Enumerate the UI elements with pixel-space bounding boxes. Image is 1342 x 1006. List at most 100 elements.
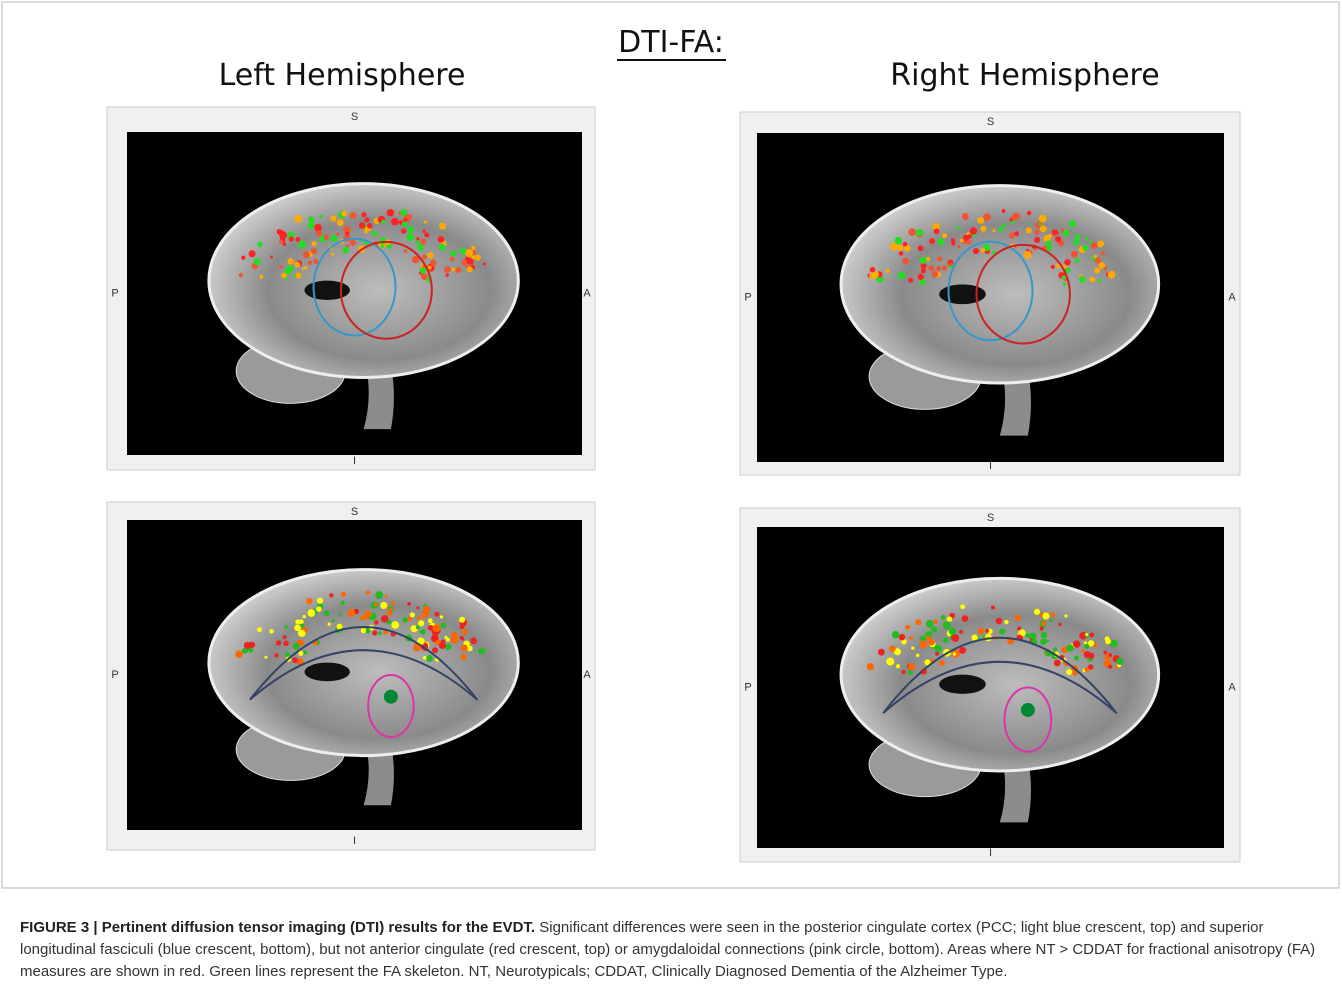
activation-blob [1052,229,1058,235]
activation-blob [895,237,902,244]
activation-blob [428,618,433,623]
activation-blob [908,278,913,283]
activation-blob [407,602,411,606]
activation-blob [905,625,910,630]
activation-blob [977,217,984,224]
activation-blob [402,617,407,622]
activation-blob [1040,627,1044,631]
activation-blob [899,634,906,641]
activation-blob [380,602,387,609]
activation-blob [257,242,263,248]
activation-blob [284,625,287,628]
orientation-label: S [351,111,358,123]
activation-blob [899,251,904,256]
activation-blob [366,591,370,595]
activation-blob [440,615,443,618]
activation-blob [1040,225,1047,232]
activation-blob [936,266,941,271]
activation-blob [1098,279,1102,283]
activation-blob [1035,224,1039,228]
activation-blob [949,263,953,267]
activation-blob [316,231,322,237]
activation-blob [916,229,923,236]
activation-blob [406,233,414,241]
activation-blob [350,212,357,219]
activation-blob [1105,638,1111,644]
activation-blob [467,258,474,265]
brain [209,570,518,756]
activation-blob [314,224,322,232]
activation-blob [1051,265,1055,269]
activation-blob [992,229,995,232]
activation-blob [929,238,935,244]
activation-blob [306,598,312,604]
left-heading: Left Hemisphere [219,58,466,93]
activation-blob [1017,626,1021,630]
activation-blob [300,624,304,628]
activation-blob [920,279,926,285]
activation-blob [878,649,885,656]
activation-blob [1108,271,1116,279]
activation-blob [283,641,288,646]
activation-blob [1063,282,1067,286]
activation-blob [1108,653,1112,657]
orientation-label: A [1228,681,1236,693]
activation-blob [1015,615,1021,621]
activation-blob [1084,644,1089,649]
activation-blob [885,269,890,274]
activation-blob [471,255,475,259]
activation-blob [381,220,385,224]
orientation-label: A [583,287,591,299]
activation-blob [296,237,301,242]
activation-blob [257,627,262,632]
activation-blob [951,242,955,246]
activation-blob [295,272,301,278]
activation-blob [303,251,310,258]
activation-blob [317,598,323,604]
activation-blob [422,230,425,233]
activation-blob [391,621,399,629]
activation-blob [402,221,408,227]
activation-blob [445,644,452,651]
activation-blob [308,216,315,223]
activation-blob [926,620,934,628]
activation-blob [1110,640,1118,648]
orientation-label: P [111,287,118,299]
activation-blob [303,651,307,655]
activation-blob [908,663,915,670]
activation-blob [1090,277,1096,283]
activation-blob [1069,220,1076,227]
activation-blob [293,643,300,650]
activation-blob [941,615,946,620]
activation-blob [996,618,1003,625]
activation-blob [319,215,323,219]
activation-blob [415,240,419,244]
activation-blob [991,606,995,610]
activation-blob [1064,614,1067,617]
activation-blob [337,219,344,226]
activation-blob [307,609,315,617]
activation-blob [420,267,426,273]
activation-blob [947,616,952,621]
activation-blob [294,262,300,268]
activation-blob [1082,245,1088,251]
activation-blob [329,593,333,597]
activation-blob [460,248,467,255]
activation-blob [341,592,346,597]
activation-blob [410,612,415,617]
activation-blob [1040,639,1046,645]
activation-blob [956,226,959,229]
activation-blob [1071,251,1078,258]
activation-blob [420,239,426,245]
activation-blob [918,245,924,251]
activation-blob [1048,234,1052,238]
activation-blob [459,617,465,623]
activation-blob [461,654,467,660]
activation-blob [939,660,945,666]
activation-blob [1054,660,1061,667]
activation-blob [1061,276,1065,280]
activation-blob [960,604,965,609]
activation-blob [390,608,393,611]
activation-blob [478,648,485,655]
activation-blob [311,241,316,246]
